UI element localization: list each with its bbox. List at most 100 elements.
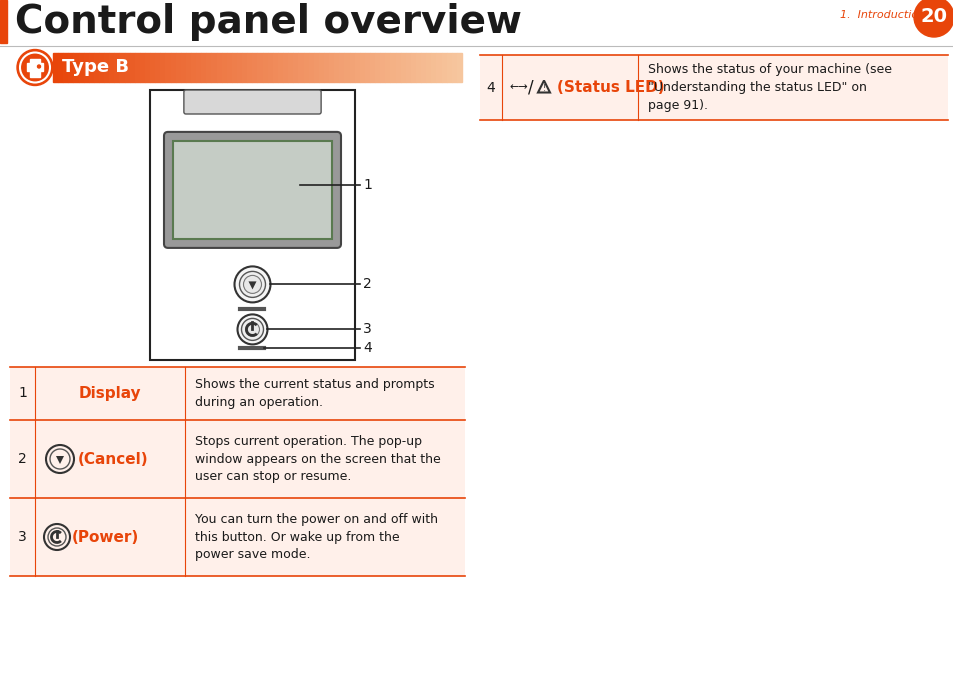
Bar (359, 53, 364, 82)
Bar (10, 367, 464, 420)
Bar (114, 53, 119, 82)
FancyBboxPatch shape (184, 90, 321, 114)
Text: You can turn the power on and off with
this button. Or wake up from the
power sa: You can turn the power on and off with t… (194, 513, 437, 561)
Text: ←→: ←→ (510, 82, 528, 92)
Text: 1: 1 (18, 387, 27, 400)
Bar (370, 53, 375, 82)
Bar (125, 53, 130, 82)
Bar (191, 53, 196, 82)
Bar (395, 53, 400, 82)
Bar (221, 53, 227, 82)
Bar (268, 53, 273, 82)
Text: 20: 20 (920, 7, 946, 26)
Bar (165, 53, 171, 82)
Bar (298, 53, 303, 82)
Bar (130, 53, 134, 82)
Bar (201, 53, 206, 82)
Text: 4: 4 (363, 341, 372, 355)
Bar (145, 53, 150, 82)
Circle shape (241, 319, 263, 340)
Bar (426, 53, 431, 82)
Circle shape (245, 323, 259, 336)
Text: Display: Display (78, 386, 141, 401)
Bar (30, 59, 40, 63)
Bar (0, 0, 7, 43)
Circle shape (239, 271, 265, 298)
Bar (175, 53, 181, 82)
Bar (236, 53, 242, 82)
Bar (212, 53, 216, 82)
Bar (216, 53, 221, 82)
Bar (150, 53, 155, 82)
Bar (93, 53, 99, 82)
Text: 2: 2 (363, 277, 372, 292)
Text: (Status LED): (Status LED) (557, 80, 664, 95)
Polygon shape (56, 456, 64, 464)
Bar (277, 53, 283, 82)
Bar (119, 53, 125, 82)
Bar (324, 53, 329, 82)
Bar (58, 53, 63, 82)
Bar (253, 53, 257, 82)
Circle shape (913, 0, 953, 37)
Text: Type B: Type B (62, 59, 129, 76)
Bar (318, 53, 324, 82)
Bar (27, 63, 43, 70)
Bar (73, 53, 78, 82)
Bar (452, 53, 456, 82)
Bar (63, 53, 69, 82)
Bar (227, 53, 232, 82)
Bar (416, 53, 420, 82)
Bar (196, 53, 201, 82)
Bar (349, 53, 355, 82)
Bar (441, 53, 446, 82)
Circle shape (234, 267, 271, 302)
Circle shape (237, 315, 267, 344)
Bar (420, 53, 426, 82)
Bar (314, 53, 318, 82)
Bar (232, 53, 236, 82)
Bar (355, 53, 359, 82)
Bar (181, 53, 186, 82)
Bar (334, 53, 339, 82)
Text: 1: 1 (363, 178, 372, 192)
Bar (273, 53, 277, 82)
Bar (405, 53, 411, 82)
Bar (329, 53, 334, 82)
Circle shape (50, 449, 70, 469)
Bar (262, 53, 268, 82)
Bar (78, 53, 84, 82)
Text: 3: 3 (18, 530, 27, 544)
Bar (140, 53, 145, 82)
Bar (84, 53, 89, 82)
Text: /: / (527, 78, 533, 97)
Bar (446, 53, 452, 82)
Bar (10, 498, 464, 576)
Bar (99, 53, 104, 82)
Bar (104, 53, 110, 82)
Text: !: ! (542, 84, 545, 93)
Bar (288, 53, 293, 82)
Text: (Cancel): (Cancel) (78, 452, 149, 466)
Bar (344, 53, 349, 82)
Text: Control panel overview: Control panel overview (15, 3, 521, 41)
Bar (456, 53, 461, 82)
Bar (431, 53, 436, 82)
Bar (242, 53, 247, 82)
Circle shape (46, 445, 74, 473)
Bar (186, 53, 191, 82)
Bar (171, 53, 175, 82)
Bar (10, 420, 464, 498)
Bar (110, 53, 114, 82)
Bar (293, 53, 298, 82)
Bar (257, 53, 262, 82)
Circle shape (243, 275, 261, 294)
Circle shape (37, 65, 40, 68)
Text: Shows the status of your machine (see
"Understanding the status LED" on
page 91): Shows the status of your machine (see "U… (647, 63, 891, 111)
Circle shape (48, 528, 66, 546)
Bar (400, 53, 405, 82)
Bar (53, 53, 58, 82)
Bar (172, 141, 332, 239)
Bar (411, 53, 416, 82)
Text: Shows the current status and prompts
during an operation.: Shows the current status and prompts dur… (194, 378, 435, 409)
